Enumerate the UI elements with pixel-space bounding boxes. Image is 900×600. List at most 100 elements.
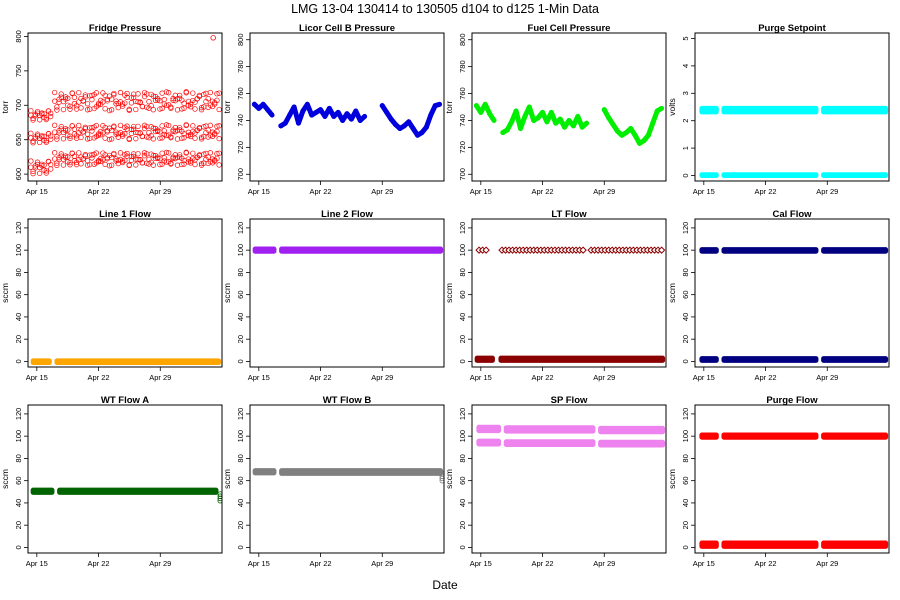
data-point bbox=[216, 106, 222, 113]
data-point bbox=[207, 89, 214, 96]
data-point bbox=[166, 122, 172, 129]
data-point bbox=[168, 161, 174, 167]
x-tick-label: Apr 29 bbox=[371, 559, 393, 568]
data-point bbox=[58, 123, 64, 130]
data-point bbox=[181, 135, 187, 141]
x-tick-label: Apr 15 bbox=[693, 559, 715, 568]
y-tick-label: 120 bbox=[681, 222, 690, 235]
x-tick-label: Apr 22 bbox=[531, 373, 553, 382]
data-point bbox=[28, 158, 34, 164]
series-segment bbox=[432, 101, 443, 109]
data-point bbox=[181, 161, 187, 167]
panel-3: Purge Setpoint volts 0 1 2 3 4 5 Apr 15 Apr 22 Apr… bbox=[667, 23, 890, 196]
y-tick-label: 80 bbox=[14, 454, 23, 462]
data-point bbox=[214, 91, 220, 97]
y-tick-label: 0 bbox=[458, 359, 467, 363]
y-tick-label: 120 bbox=[681, 408, 690, 421]
series-segment bbox=[357, 113, 368, 123]
data-point bbox=[52, 122, 58, 128]
data-point bbox=[52, 129, 58, 135]
plot-frame bbox=[27, 32, 223, 182]
y-tick-label: 40 bbox=[14, 313, 23, 321]
data-point bbox=[146, 99, 152, 105]
data-point bbox=[78, 105, 84, 111]
y-tick-label: 0 bbox=[14, 359, 23, 363]
panel-5: Line 2 Flow sccm 0 20 40 60 80 100 120 Apr 15 Apr … bbox=[222, 209, 445, 382]
panel-6: LT Flow sccm 0 20 40 60 80 100 120 Apr 15 Apr 22 Ap… bbox=[444, 209, 667, 382]
y-tick-label: 80 bbox=[681, 454, 690, 462]
y-axis-label: sccm bbox=[222, 469, 232, 489]
data-point bbox=[28, 130, 34, 136]
y-tick-label: 100 bbox=[458, 430, 467, 443]
y-tick-label: 40 bbox=[236, 313, 245, 321]
data-point bbox=[56, 99, 62, 105]
data-point bbox=[28, 135, 34, 141]
data-point bbox=[190, 123, 196, 129]
plot-frame bbox=[249, 32, 445, 182]
data-point bbox=[109, 96, 115, 102]
y-tick-label: 100 bbox=[681, 244, 690, 257]
data-band bbox=[476, 424, 502, 434]
series-segment bbox=[487, 111, 497, 123]
x-tick-label: Apr 15 bbox=[26, 373, 48, 382]
x-tick-label: Apr 22 bbox=[754, 559, 776, 568]
panel-0: Fridge Pressure torr 600 650 700 750 800 Apr 15… bbox=[0, 23, 223, 196]
y-tick-label: 2 bbox=[681, 119, 690, 123]
x-tick-label: Apr 29 bbox=[593, 559, 615, 568]
data-point bbox=[214, 97, 220, 103]
y-tick-label: 700 bbox=[14, 99, 23, 112]
y-tick-label: 720 bbox=[236, 141, 245, 154]
plot-frame bbox=[471, 32, 667, 182]
data-band bbox=[821, 172, 889, 179]
y-axis-label: sccm bbox=[0, 283, 10, 303]
data-point bbox=[71, 94, 78, 101]
x-tick-label: Apr 15 bbox=[26, 187, 48, 196]
data-point bbox=[43, 116, 49, 123]
data-point bbox=[67, 135, 73, 142]
y-tick-label: 780 bbox=[236, 60, 245, 73]
data-point bbox=[115, 104, 121, 111]
data-point bbox=[89, 97, 95, 103]
data-point bbox=[78, 134, 84, 141]
data-point bbox=[163, 102, 170, 109]
x-tick-label: Apr 29 bbox=[371, 373, 393, 382]
data-point bbox=[65, 127, 71, 133]
panel-title: Purge Flow bbox=[766, 395, 818, 406]
data-point bbox=[190, 150, 196, 156]
data-point bbox=[657, 246, 666, 254]
data-band bbox=[252, 468, 277, 476]
data-band bbox=[503, 425, 596, 434]
data-point bbox=[150, 162, 157, 168]
data-point bbox=[181, 100, 187, 106]
data-point bbox=[210, 35, 216, 41]
data-band bbox=[498, 355, 666, 363]
data-point bbox=[205, 154, 211, 160]
data-point bbox=[157, 106, 163, 112]
data-point bbox=[122, 100, 128, 106]
data-point bbox=[183, 90, 189, 96]
x-tick-label: Apr 22 bbox=[309, 373, 331, 382]
plot-frame bbox=[27, 404, 223, 554]
data-point bbox=[179, 161, 185, 168]
y-tick-label: 700 bbox=[236, 168, 245, 181]
y-axis-label: torr bbox=[222, 100, 232, 113]
plot-area bbox=[251, 101, 443, 138]
y-tick-label: 740 bbox=[458, 114, 467, 127]
y-axis-label: torr bbox=[0, 100, 10, 113]
data-point bbox=[214, 123, 220, 129]
data-point bbox=[111, 151, 117, 158]
data-point bbox=[126, 162, 132, 168]
y-tick-label: 40 bbox=[458, 499, 467, 507]
data-point bbox=[67, 159, 73, 166]
data-band bbox=[30, 487, 55, 495]
data-point bbox=[58, 91, 64, 97]
x-tick-label: Apr 15 bbox=[693, 187, 715, 196]
y-tick-label: 60 bbox=[236, 290, 245, 298]
y-tick-label: 40 bbox=[14, 499, 23, 507]
y-tick-label: 80 bbox=[458, 454, 467, 462]
data-point bbox=[48, 133, 54, 139]
y-tick-label: 60 bbox=[458, 476, 467, 484]
data-point bbox=[135, 99, 141, 105]
y-tick-label: 120 bbox=[14, 408, 23, 421]
x-tick-label: Apr 29 bbox=[816, 559, 838, 568]
